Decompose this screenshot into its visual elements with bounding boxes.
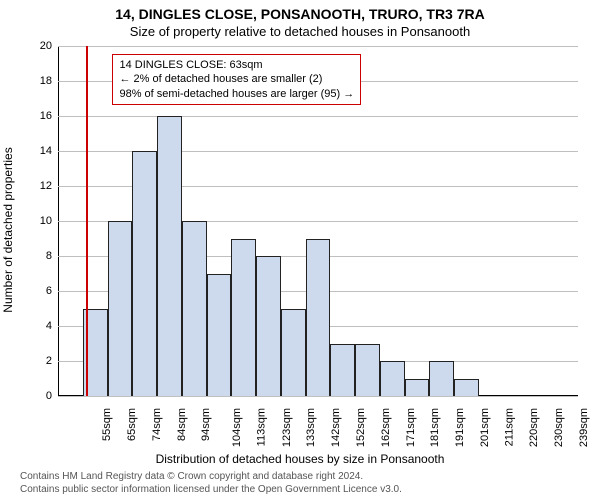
x-tick-label: 113sqm (255, 408, 267, 446)
annotation-box: 14 DINGLES CLOSE: 63sqm← 2% of detached … (112, 54, 361, 105)
x-tick-label: 142sqm (330, 408, 342, 447)
chart-title-line2: Size of property relative to detached ho… (0, 24, 600, 39)
x-tick-label: 230sqm (553, 408, 565, 447)
y-tick-label: 16 (22, 110, 52, 122)
histogram-bar (182, 221, 207, 396)
x-axis-label: Distribution of detached houses by size … (0, 452, 600, 466)
gridline (58, 396, 578, 397)
x-tick-label: 191sqm (454, 408, 466, 447)
y-tick-label: 14 (22, 145, 52, 157)
plot-area: 0246810121416182055sqm65sqm74sqm84sqm94s… (58, 46, 578, 396)
annotation-line: 98% of semi-detached houses are larger (… (119, 87, 354, 101)
y-tick-label: 0 (22, 390, 52, 402)
y-tick-label: 12 (22, 180, 52, 192)
y-tick-label: 4 (22, 320, 52, 332)
histogram-bar (429, 361, 454, 396)
histogram-bar (405, 379, 430, 397)
y-tick-label: 18 (22, 75, 52, 87)
annotation-line: 14 DINGLES CLOSE: 63sqm (119, 58, 354, 72)
x-tick-label: 55sqm (101, 408, 113, 441)
x-tick-label: 133sqm (306, 408, 318, 447)
footer-line2: Contains public sector information licen… (20, 484, 402, 497)
x-tick-label: 84sqm (176, 408, 188, 441)
x-tick-label: 104sqm (231, 408, 243, 447)
histogram-bar (231, 239, 256, 397)
histogram-bar (355, 344, 380, 397)
x-tick-label: 220sqm (528, 408, 540, 447)
histogram-bar (281, 309, 306, 397)
x-tick-label: 239sqm (578, 408, 590, 447)
histogram-bar (157, 116, 182, 396)
y-tick-label: 6 (22, 285, 52, 297)
x-tick-label: 74sqm (151, 408, 163, 441)
property-marker-line (86, 46, 88, 396)
histogram-bar (132, 151, 157, 396)
histogram-bar (380, 361, 405, 396)
x-tick-label: 162sqm (380, 408, 392, 447)
histogram-bar (207, 274, 232, 397)
x-tick-label: 211sqm (503, 408, 515, 446)
annotation-line: ← 2% of detached houses are smaller (2) (119, 72, 354, 86)
x-tick-label: 171sqm (405, 408, 417, 447)
footer-line1: Contains HM Land Registry data © Crown c… (20, 471, 402, 484)
x-tick-label: 201sqm (479, 408, 491, 447)
y-tick-label: 8 (22, 250, 52, 262)
chart-container: 14, DINGLES CLOSE, PONSANOOTH, TRURO, TR… (0, 0, 600, 500)
y-tick-label: 10 (22, 215, 52, 227)
gridline (58, 46, 578, 47)
histogram-bar (330, 344, 355, 397)
x-tick-label: 123sqm (281, 408, 293, 447)
histogram-bar (454, 379, 479, 397)
y-tick-label: 2 (22, 355, 52, 367)
histogram-bar (306, 239, 331, 397)
chart-title-line1: 14, DINGLES CLOSE, PONSANOOTH, TRURO, TR… (0, 6, 600, 22)
gridline (58, 116, 578, 117)
y-axis-label: Number of detached properties (1, 147, 15, 312)
x-tick-label: 181sqm (429, 408, 441, 447)
x-tick-label: 152sqm (355, 408, 367, 447)
footer-attribution: Contains HM Land Registry data © Crown c… (20, 471, 402, 496)
y-tick-label: 20 (22, 40, 52, 52)
histogram-bar (256, 256, 281, 396)
histogram-bar (108, 221, 133, 396)
x-tick-label: 94sqm (200, 408, 212, 441)
x-tick-label: 65sqm (126, 408, 138, 441)
